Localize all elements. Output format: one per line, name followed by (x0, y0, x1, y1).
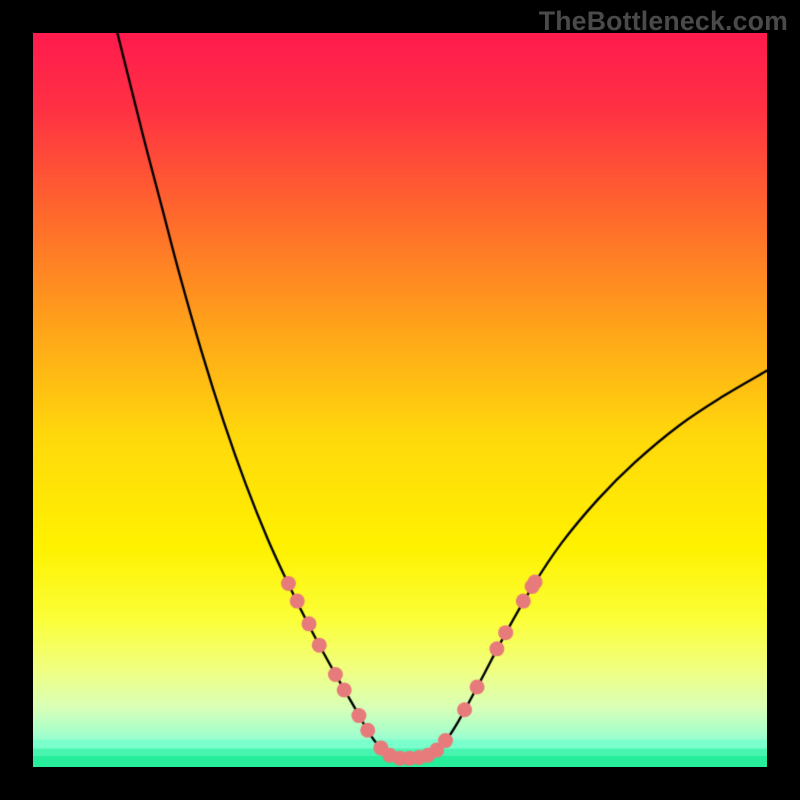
plot-area (33, 33, 767, 767)
chart-stage: TheBottleneck.com (0, 0, 800, 800)
bottleneck-curve (33, 33, 767, 767)
watermark-label: TheBottleneck.com (539, 6, 788, 37)
